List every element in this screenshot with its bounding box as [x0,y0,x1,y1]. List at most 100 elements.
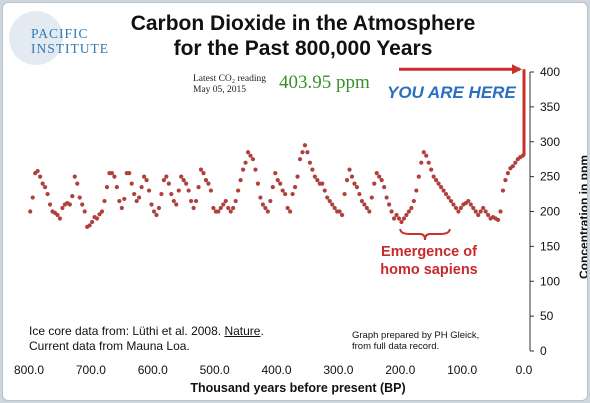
data-point [154,212,159,218]
data-point [102,198,107,204]
data-point [379,178,384,183]
data-point [45,191,50,197]
data-point [218,205,223,211]
data-point [352,181,357,186]
data-point [40,181,45,186]
data-point [468,202,473,207]
data-point [278,181,283,186]
data-point [359,198,364,204]
data-point [265,209,270,214]
data-point [117,198,122,204]
data-point [263,205,268,211]
data-point [233,198,238,204]
data-point [476,212,481,218]
data-point [364,205,369,211]
logo-circle [9,11,63,65]
x-tick-label: 0.0 [516,363,533,377]
data-point [240,167,246,172]
graph-credit: Graph prepared by PH Gleick, from full d… [352,330,479,352]
data-point [458,205,463,211]
data-point [297,157,303,162]
data-point [94,216,100,221]
data-point [396,216,402,221]
data-point [503,178,508,183]
y-tick-label: 400 [540,65,560,79]
logo-line-1: PACIFIC [31,26,89,41]
data-point [87,223,92,228]
data-point [404,212,409,218]
data-point [255,181,261,186]
data-point [344,178,350,183]
source-suffix: . [260,324,264,338]
data-point [285,205,290,211]
credit-line-1: Graph prepared by PH Gleick, [352,330,480,341]
data-point [166,181,171,186]
data-point [357,191,362,197]
data-point [421,150,426,155]
data-point [189,198,194,204]
y-axis: 0 50 100 150 200 250 300 350 400 [529,65,560,358]
data-point [169,191,174,197]
data-point [57,216,63,221]
data-point [320,181,325,186]
data-point [144,178,149,183]
data-point [290,191,295,197]
source-journal: Nature [224,324,261,338]
data-point [146,188,152,193]
data-point [211,205,216,211]
data-point [441,188,446,193]
x-tick-label: 200.0 [385,363,415,377]
data-point [302,143,308,148]
data-point [481,205,486,211]
data-point [478,209,483,214]
data-point [443,191,449,197]
data-point [332,205,337,211]
x-tick-label: 500.0 [200,363,230,377]
data-point [327,198,332,204]
data-point [280,188,285,193]
data-point [288,209,293,214]
data-point [349,174,355,179]
x-axis: 800.0 700.0 600.0 500.0 400.0 300.0 200.0 100.0… [14,363,533,377]
data-point [193,198,199,204]
data-point [38,174,43,179]
latest-reading-value: 403.95 ppm [279,72,370,93]
data-point [127,171,132,176]
data-point [134,198,139,204]
x-tick-label: 600.0 [138,363,168,377]
data-point [90,219,95,225]
data-point [377,174,382,179]
data-point [369,195,374,200]
data-point [119,205,124,211]
data-point [367,209,372,214]
data-point [354,184,360,190]
data-point [310,167,315,172]
data-point [176,188,181,193]
data-point [164,174,169,179]
data-point [292,184,298,190]
data-point [208,188,214,193]
source-line-2: Current data from Mauna Loa. [29,339,190,353]
data-point [243,160,248,165]
data-point [260,202,265,207]
data-point [159,191,164,197]
data-point [151,209,157,214]
data-point [513,160,518,165]
y-tick-label: 300 [540,135,560,149]
y-tick-label: 0 [540,344,547,358]
y-tick-label: 50 [540,309,554,323]
data-point [55,212,60,218]
data-point [97,212,102,217]
data-point [394,212,399,218]
chart-title: Carbon Dioxide in the Atmosphere for the… [130,12,476,60]
emergence-brace [399,228,451,241]
data-point [448,198,454,204]
data-point [104,184,110,190]
y-axis-label: Concentration in ppm [577,155,588,279]
data-point [416,174,421,179]
data-point [399,219,404,225]
co2-plot: 0 50 100 150 200 250 300 350 400 800.0 700.0 600.0… [14,64,560,377]
data-point [196,184,201,190]
data-point [114,184,119,190]
data-point [322,188,327,193]
